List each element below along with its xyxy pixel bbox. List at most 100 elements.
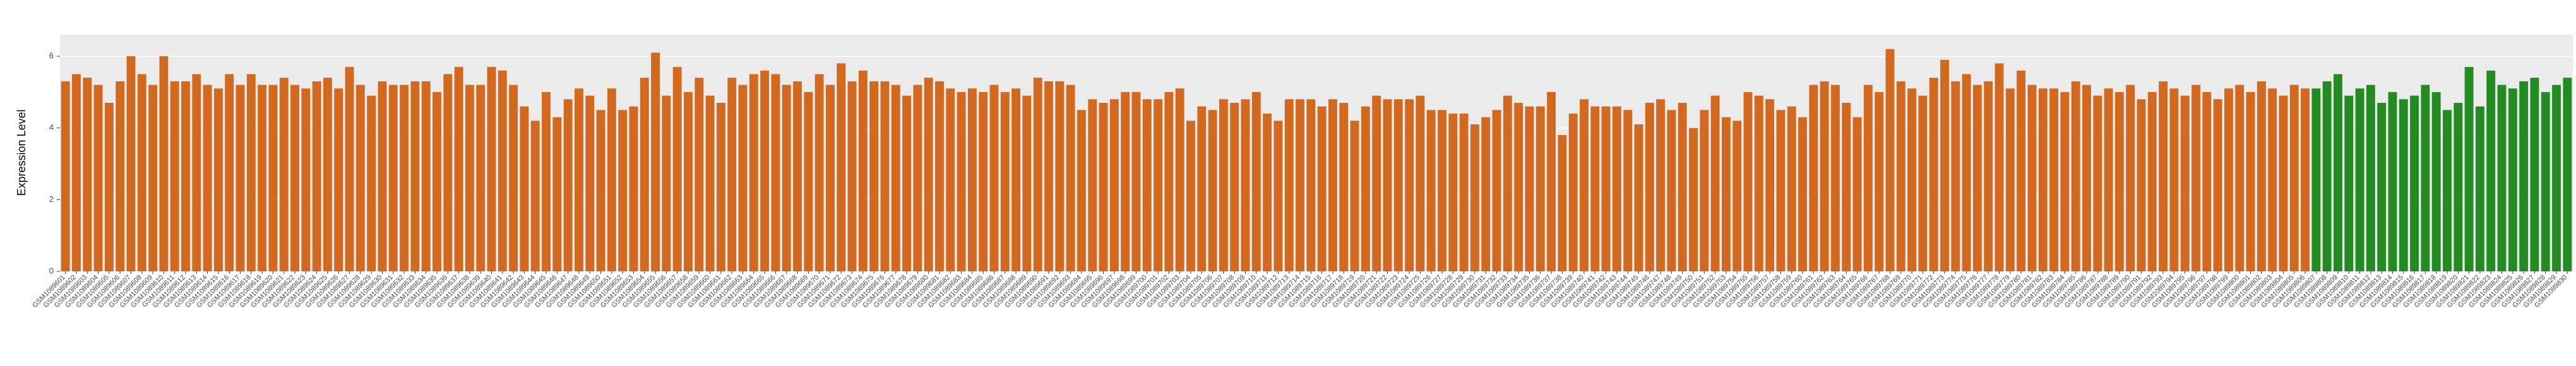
bar: [749, 74, 758, 271]
bar: [1623, 110, 1633, 271]
bar: [367, 95, 376, 271]
bar: [2443, 110, 2452, 271]
bar: [1393, 99, 1403, 272]
bar: [410, 81, 420, 271]
bar: [1251, 92, 1261, 271]
bar: [355, 85, 365, 271]
bar: [672, 67, 682, 272]
bar: [1055, 81, 1064, 271]
bar: [487, 67, 496, 272]
bar: [2431, 92, 2441, 271]
bar: [1842, 102, 1851, 272]
bar: [1535, 106, 1545, 272]
bar: [2410, 95, 2419, 271]
bar: [1787, 106, 1796, 272]
bar: [2071, 81, 2080, 271]
bar: [1634, 124, 1643, 271]
bar: [2257, 81, 2266, 271]
bar: [542, 92, 551, 271]
bar: [1197, 106, 1207, 272]
bar: [246, 74, 256, 271]
bar: [170, 81, 179, 271]
bar: [2268, 88, 2277, 271]
y-tick-label: 6: [49, 51, 54, 61]
bar: [104, 102, 114, 272]
bar: [2005, 88, 2015, 271]
bar: [1820, 81, 1829, 271]
bar: [1558, 135, 1567, 271]
bar: [1109, 99, 1119, 272]
bar: [1372, 95, 1381, 271]
bar: [1186, 121, 1195, 271]
bar: [1645, 102, 1654, 272]
bar: [1230, 102, 1239, 272]
bar: [1580, 99, 1589, 272]
y-tick-label: 0: [49, 266, 54, 275]
bar: [2454, 102, 2463, 272]
bar: [2486, 70, 2496, 272]
bar: [258, 85, 267, 271]
bar: [2508, 88, 2517, 271]
bar: [148, 85, 158, 271]
bar: [1263, 114, 1272, 271]
bar: [61, 81, 70, 271]
bar: [2191, 85, 2200, 271]
bar: [72, 74, 81, 271]
bar: [989, 85, 999, 271]
bar: [1175, 88, 1184, 271]
bar: [1601, 106, 1611, 272]
bar: [465, 85, 474, 271]
bar: [847, 81, 857, 271]
bar: [520, 106, 529, 272]
bar: [2399, 99, 2408, 272]
bar: [1754, 95, 1763, 271]
bar: [476, 85, 486, 271]
bar: [2388, 92, 2397, 271]
bar: [1284, 99, 1294, 272]
bar: [1995, 63, 2004, 272]
bar: [1951, 81, 1960, 271]
bar: [290, 85, 299, 271]
bar: [2224, 88, 2233, 271]
bar: [651, 52, 660, 271]
bar: [1940, 59, 1949, 271]
bar: [2519, 81, 2529, 271]
bar: [1328, 99, 1337, 272]
bar: [684, 92, 693, 271]
bar: [716, 102, 725, 272]
bar: [454, 67, 463, 272]
bar: [1852, 117, 1862, 271]
bar: [116, 81, 125, 271]
bar: [2017, 70, 2026, 272]
bar: [2530, 78, 2539, 271]
bar: [575, 88, 583, 271]
bar: [1962, 74, 1971, 271]
bar: [498, 70, 507, 272]
bar: [181, 81, 190, 271]
bar: [1918, 95, 1928, 271]
bar: [2552, 85, 2561, 271]
bar: [1831, 85, 1840, 271]
bar: [967, 88, 977, 271]
bar: [1656, 99, 1666, 272]
bar: [727, 78, 737, 271]
bar: [203, 85, 212, 271]
bar: [2104, 88, 2113, 271]
bar: [1438, 110, 1446, 271]
bar: [1700, 110, 1709, 271]
bar: [2355, 88, 2364, 271]
bar: [1776, 110, 1786, 271]
bar: [301, 88, 311, 271]
bar: [2126, 85, 2135, 271]
bar: [1765, 99, 1775, 272]
bar: [2235, 85, 2245, 271]
bar: [946, 88, 955, 271]
bar: [585, 95, 595, 271]
bar: [2114, 92, 2124, 271]
bar: [804, 92, 813, 271]
bar: [2279, 95, 2288, 271]
bar: [880, 81, 890, 271]
bar: [1590, 106, 1600, 272]
bar: [2246, 92, 2255, 271]
